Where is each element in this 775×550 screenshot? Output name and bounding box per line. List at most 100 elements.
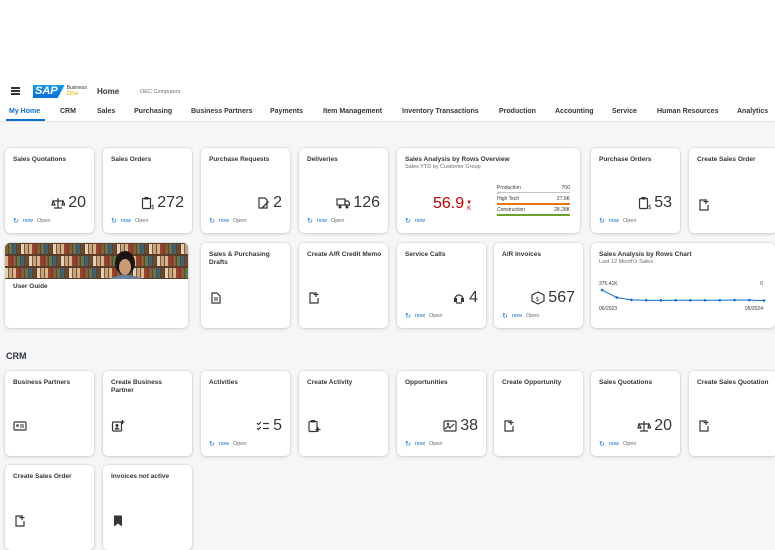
data-point [718,298,722,302]
logo-business: Business [66,85,87,91]
scale-icon [637,421,652,432]
tab-inventory-transactions[interactable]: Inventory Transactions [402,108,479,115]
truck-icon [336,198,351,209]
tile-title: Sales Quotations [599,379,653,386]
section-title-crm: CRM [6,351,27,361]
kpi-value: 567 [548,289,575,306]
tab-my-home[interactable]: My Home [9,108,41,115]
tile-title: Activities [209,379,238,386]
tab-service[interactable]: Service [612,108,637,115]
kpi-value: 272 [157,194,184,211]
tab-production[interactable]: Production [499,108,536,115]
refresh-icon[interactable]: ↻ [405,441,411,448]
kpi-value: 53 [654,194,672,211]
tile-sales-analysis-chart[interactable]: Sales Analysis by Rows Chart Last 12 Mon… [591,243,775,328]
data-point [733,298,736,302]
tab-item-management[interactable]: Item Management [323,108,383,115]
checklist-icon [256,421,270,431]
refresh-icon[interactable]: ↻ [307,218,313,225]
edit-document-icon [258,197,270,209]
kpi-negative: 56.9 ▼ K [433,195,473,213]
tile-create-ar-credit-memo[interactable]: Create A/R Credit Memo [299,243,388,328]
menu-icon[interactable] [11,87,20,95]
tile-sales-quotations[interactable]: Sales Quotations 20 ↻ now Open [5,148,94,233]
tile-ar-invoices[interactable]: A/R Invoices $ 567 ↻ now Open [494,243,583,328]
tile-title: Create Opportunity [502,379,562,386]
create-document-icon [699,199,709,211]
tab-crm[interactable]: CRM [60,108,76,115]
create-document-icon [309,292,319,304]
refresh-icon[interactable]: ↻ [599,441,605,448]
tab-business-partners[interactable]: Business Partners [191,108,253,115]
tile-create-sales-quotation[interactable]: Create Sales Quotation [689,371,775,456]
tile-purchase-requests[interactable]: Purchase Requests 2 ↻ now Open [201,148,290,233]
tile-activities[interactable]: Activities 5 ↻ now Open [201,371,290,456]
invoice-box-icon: $ [531,291,545,305]
tile-create-activity[interactable]: Create Activity [299,371,388,456]
tile-service-calls[interactable]: Service Calls 4 ↻ now Open [397,243,486,328]
tab-analytics[interactable]: Analytics [737,108,769,115]
tile-title: Purchase Orders [599,156,652,163]
tile-footer: ↻ now Open [209,441,247,448]
document-icon [211,292,221,304]
refresh-icon[interactable]: ↻ [502,313,508,320]
tile-create-sales-order[interactable]: Create Sales Order [689,148,775,233]
refresh-icon[interactable]: ↻ [405,218,411,225]
bar-track [497,192,570,193]
refresh-icon[interactable]: ↻ [13,218,19,225]
tile-user-guide[interactable]: User Guide [5,243,188,328]
bar-label: Production [497,185,521,191]
active-tab-indicator [6,119,45,121]
tile-business-partners[interactable]: Business Partners [5,371,94,456]
company-name[interactable]: OEC Computers [140,89,181,95]
tile-crm-sales-quotations[interactable]: Sales Quotations 20 ↻ now Open [591,371,680,456]
tile-title: Create Sales Order [697,156,756,163]
refresh-icon[interactable]: ↻ [111,218,117,225]
tile-sales-analysis-overview[interactable]: Sales Analysis by Rows Overview Sales YT… [397,148,580,233]
opportunity-icon [443,420,457,432]
bar-fill [497,203,570,205]
page-title: Home [97,87,120,96]
bar-fill [497,192,500,194]
tile-title: Sales Quotations [13,156,67,163]
tile-purchase-orders[interactable]: Purchase Orders $ 53 ↻ now Open [591,148,680,233]
refresh-icon[interactable]: ↻ [599,218,605,225]
refresh-icon[interactable]: ↻ [405,313,411,320]
clipboard-dollar-icon: $ [639,197,651,210]
tile-opportunities[interactable]: Opportunities 38 ↻ now Open [397,371,486,456]
refresh-icon[interactable]: ↻ [209,441,215,448]
data-point [659,299,663,302]
clipboard-dollar-icon: $ [142,197,154,210]
tab-human-resources[interactable]: Human Resources [657,108,719,115]
headset-icon [454,294,465,304]
kpi-value: 56.9 [433,195,465,212]
tile-create-business-partner[interactable]: Create Business Partner [103,371,192,456]
bar-label: Construction [497,207,526,213]
x-end-label: 05/2024 [744,306,763,312]
tab-sales[interactable]: Sales [97,108,116,115]
data-point [630,298,633,302]
tile-title: A/R Invoices [502,251,542,258]
tab-accounting[interactable]: Accounting [555,108,594,115]
tile-title: Invoices not active [111,473,170,480]
sap-logo[interactable]: SAP Business One [33,85,87,98]
tab-payments[interactable]: Payments [270,108,304,115]
tile-title: Opportunities [405,379,448,386]
tile-invoices-not-active[interactable]: Invoices not active [103,465,192,550]
tile-create-opportunity[interactable]: Create Opportunity [494,371,583,456]
tile-crm-create-sales-order[interactable]: Create Sales Order [5,465,94,550]
line-chart [600,288,766,302]
tile-sales-purchasing-drafts[interactable]: Sales & Purchasing Drafts [201,243,290,328]
kpi-value: 126 [353,194,380,211]
down-arrow-icon: ▼ [466,200,473,206]
data-point [644,298,648,302]
tile-footer: ↻ now Open [209,218,247,225]
data-point [600,288,604,292]
tab-purchasing[interactable]: Purchasing [134,108,173,115]
tile-deliveries[interactable]: Deliveries 126 ↻ now Open [299,148,388,233]
y-max-label: 375.41K [599,281,618,287]
tile-footer: ↻ now Open [599,441,637,448]
kpi-unit: K [467,206,472,212]
tile-sales-orders[interactable]: Sales Orders $ 272 ↻ now Open [103,148,192,233]
refresh-icon[interactable]: ↻ [209,218,215,225]
